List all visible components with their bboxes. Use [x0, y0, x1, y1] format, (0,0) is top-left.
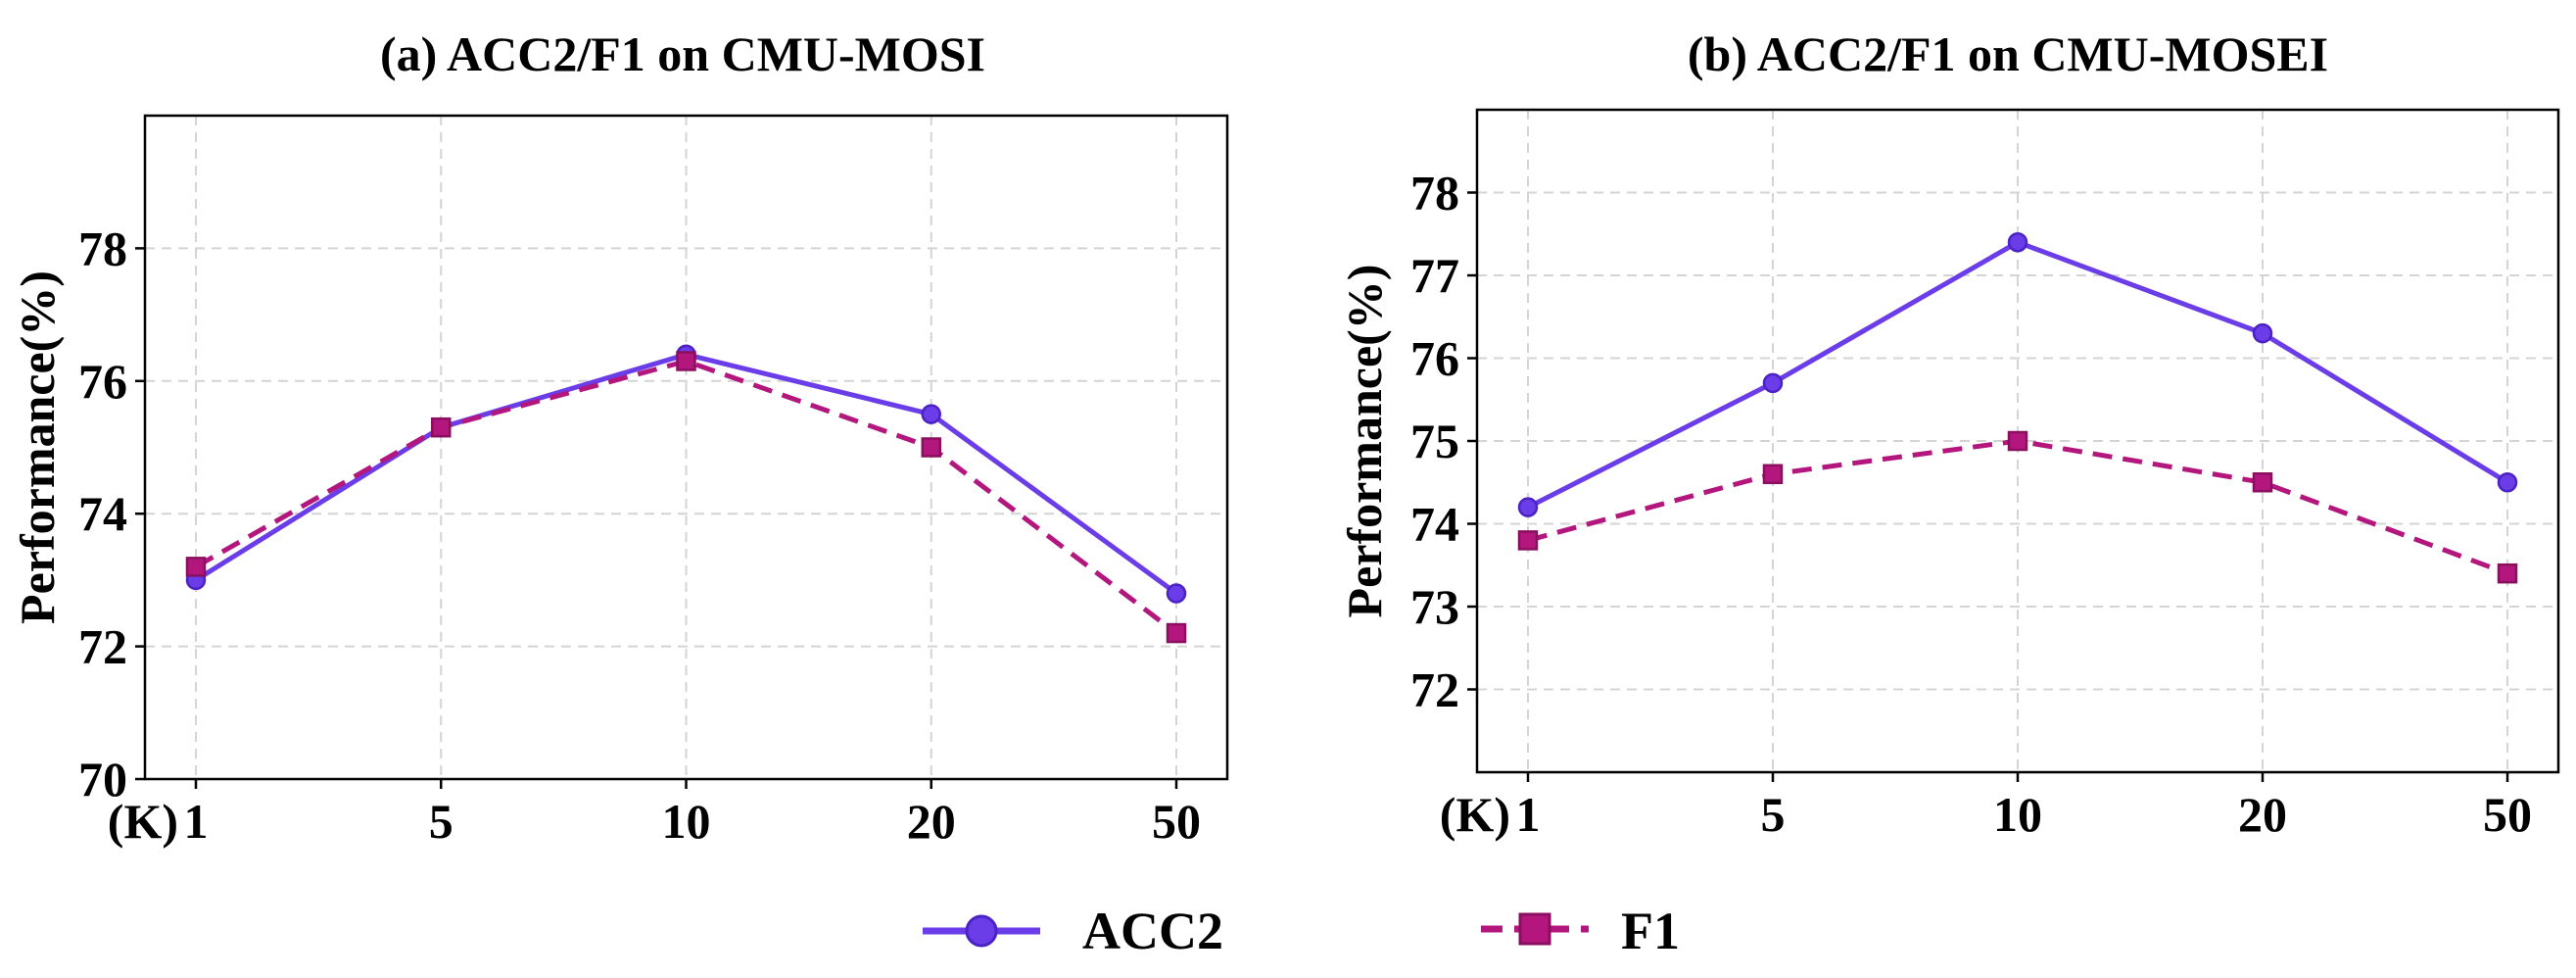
x-tick-label: 1 — [184, 794, 209, 849]
data-point-f1 — [1762, 464, 1784, 485]
y-axis-label: Performance(%) — [10, 270, 65, 624]
y-tick-label: 74 — [78, 486, 127, 541]
y-tick-label: 74 — [1410, 497, 1459, 552]
chart-panel-a: (a) ACC2/F1 on CMU-MOSI 70 72 74 76 78 1 5 10 20 5… — [10, 26, 1229, 849]
x-tick-label: 5 — [429, 794, 453, 849]
y-tick-label: 72 — [1410, 662, 1459, 717]
x-tick-label: 1 — [1516, 787, 1541, 842]
data-point-acc2 — [2252, 322, 2273, 344]
data-point-acc2 — [921, 404, 941, 424]
x-axis-label: (K) — [108, 794, 178, 849]
data-point-acc2 — [2497, 472, 2518, 493]
x-tick-label: 20 — [907, 794, 956, 849]
legend-f1-label: F1 — [1621, 902, 1680, 960]
y-tick-label: 75 — [1410, 414, 1459, 468]
y-tick-label: 78 — [78, 220, 127, 275]
data-point-acc2 — [2007, 231, 2028, 253]
x-tick-label: 50 — [1152, 794, 1201, 849]
data-point-acc2 — [1166, 583, 1187, 604]
y-axis-label: Performance(%) — [1337, 265, 1392, 618]
data-point-acc2 — [1762, 372, 1784, 394]
y-tick-label: 76 — [78, 354, 127, 409]
data-point-f1 — [921, 437, 941, 458]
x-tick-label: 50 — [2483, 787, 2532, 842]
x-tick-label: 5 — [1761, 787, 1786, 842]
legend-f1-marker — [1518, 912, 1551, 946]
plot-frame — [143, 114, 1229, 781]
x-tick-label: 10 — [1993, 787, 2042, 842]
data-point-f1 — [2497, 562, 2518, 584]
y-tick-label: 72 — [78, 619, 127, 674]
data-point-f1 — [1517, 530, 1539, 551]
data-point-f1 — [676, 351, 696, 371]
chart-title: (a) ACC2/F1 on CMU-MOSI — [380, 26, 985, 81]
x-tick-label: 20 — [2238, 787, 2287, 842]
y-tick-label: 70 — [78, 752, 127, 807]
data-point-acc2 — [1517, 497, 1539, 517]
x-axis-label: (K) — [1440, 787, 1510, 842]
legend-acc2-label: ACC2 — [1082, 902, 1223, 960]
legend-acc2-marker — [965, 914, 998, 948]
chart-title: (b) ACC2/F1 on CMU-MOSEI — [1688, 26, 2328, 81]
data-point-f1 — [2007, 430, 2028, 452]
data-point-f1 — [431, 416, 452, 438]
data-point-f1 — [185, 557, 207, 577]
series-line-f1 — [194, 358, 1178, 636]
data-point-f1 — [1166, 622, 1187, 644]
y-tick-label: 73 — [1410, 579, 1459, 634]
data-point-f1 — [2252, 472, 2273, 493]
y-tick-label: 77 — [1410, 248, 1459, 303]
x-tick-label: 10 — [662, 794, 711, 849]
y-tick-label: 78 — [1410, 166, 1459, 220]
y-tick-label: 76 — [1410, 331, 1459, 386]
chart-panel-b: (b) ACC2/F1 on CMU-MOSEI 72 73 74 75 76 77 78 1 5… — [1337, 26, 2560, 842]
legend: ACC2 F1 — [923, 902, 1680, 960]
